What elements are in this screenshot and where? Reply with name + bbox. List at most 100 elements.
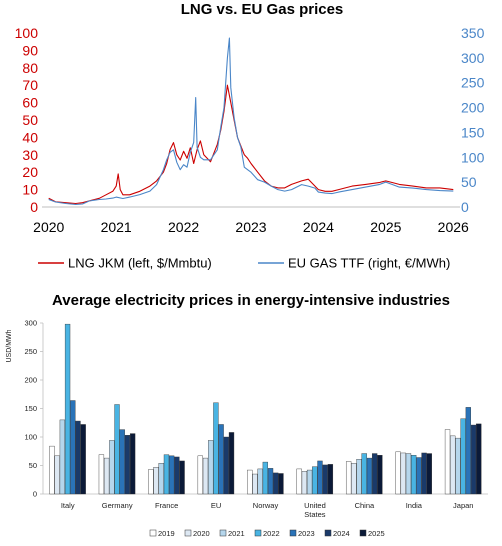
electricity-chart-title: Average electricity prices in energy-int… [52,292,450,309]
x-tick-label: 2020 [33,219,64,235]
bar-2022 [460,418,466,495]
bar-2025 [129,433,136,495]
y-tick-label: 50 [29,461,37,470]
bar-2022 [411,455,417,495]
electricity-bars [49,323,482,495]
electricity-y-axis-label: USD/MWh [6,329,13,362]
right-tick-label: 100 [461,149,485,165]
right-tick-label: 200 [461,100,485,116]
right-tick-label: 350 [461,25,485,41]
category-label: China [355,501,375,510]
bar-2021 [405,453,412,495]
legend-label: 2019 [158,529,175,538]
bar-2025 [228,432,235,495]
bar-2025 [327,464,334,495]
x-tick-label: 2023 [235,219,266,235]
right-tick-label: 250 [461,75,485,91]
bar-2019 [296,468,302,495]
right-axis-ticks: 0 50 100 150 200 250 300 350 [461,25,485,215]
bar-2022 [64,323,71,495]
legend-swatch-2020 [184,529,192,537]
legend-label: 2025 [368,529,385,538]
category-label: Japan [453,501,473,510]
right-tick-label: 150 [461,124,485,140]
gas-x-axis-ticks: 2020 2021 2022 2023 2024 2025 2026 [33,219,469,235]
left-tick-label: 20 [22,164,38,180]
bar-2022 [163,454,170,495]
bar-2019 [148,469,154,495]
bar-2023 [218,424,224,495]
legend-swatch-2019 [149,529,157,537]
bar-2020 [153,467,159,495]
bar-2020 [103,457,110,495]
bar-2025 [80,424,86,495]
electricity-y-axis-ticks: 0 50 100 150 200 250 300 [24,319,43,499]
bar-2024 [273,472,279,495]
bar-2023 [70,400,76,495]
bar-2024 [223,436,229,495]
bar-2024 [322,464,328,495]
bar-2021 [257,468,263,495]
x-tick-label: 2021 [101,219,132,235]
bar-2022 [114,404,120,495]
legend-label: 2023 [298,529,315,538]
bar-2023 [416,457,422,495]
bar-2023 [119,429,125,495]
bar-2021 [356,459,362,495]
category-label: United States [304,501,326,519]
bar-2022 [361,453,367,495]
bar-2024 [371,453,378,495]
bar-2024 [124,435,131,495]
y-tick-label: 250 [24,347,37,356]
y-tick-label: 0 [33,490,37,499]
bar-2019 [197,455,203,495]
bar-2020 [202,457,209,495]
legend-swatch-2021 [219,529,227,537]
jkm-series-line [48,84,454,205]
bar-2025 [179,460,185,495]
right-tick-label: 50 [461,174,477,190]
bar-2023 [317,460,323,495]
y-tick-label: 150 [24,404,37,413]
bar-2020 [54,455,60,495]
electricity-price-chart: Average electricity prices in energy-int… [6,292,488,538]
left-tick-label: 90 [22,42,38,58]
electricity-legend: 2019 2020 2021 2022 2023 2024 2025 [149,529,385,538]
legend-label: 2024 [333,529,350,538]
category-label: Italy [61,501,75,510]
x-tick-label: 2022 [168,219,199,235]
bar-2021 [208,440,214,495]
bar-2020 [400,452,406,495]
bar-2019 [49,445,55,495]
x-tick-label: 2025 [370,219,401,235]
gas-series-lines [48,37,454,206]
right-tick-label: 0 [461,199,469,215]
bar-2019 [98,454,105,495]
legend-swatch-2024 [324,529,332,537]
left-tick-label: 100 [15,25,39,41]
gas-chart-title: LNG vs. EU Gas prices [181,1,344,18]
category-label: Norway [253,501,279,510]
x-tick-label: 2026 [438,219,469,235]
x-tick-label: 2024 [303,219,334,235]
bar-2024 [174,456,180,495]
bar-2025 [278,473,284,495]
bar-2021 [59,419,66,495]
category-label: France [155,501,178,510]
gas-legend: LNG JKM (left, $/Mmbtu) EU GAS TTF (righ… [38,256,450,271]
bar-2019 [444,429,451,495]
bar-2021 [306,469,313,495]
legend-swatch-2022 [254,529,262,537]
category-label: EU [211,501,221,510]
bar-2023 [169,455,175,495]
bar-2021 [109,440,115,495]
bar-2024 [470,424,477,495]
left-tick-label: 40 [22,129,38,145]
legend-label: 2022 [263,529,280,538]
bar-2023 [465,407,471,495]
category-label: Germany [102,501,133,510]
bar-2019 [345,461,352,495]
legend-swatch-2023 [289,529,297,537]
bar-2022 [262,461,268,495]
